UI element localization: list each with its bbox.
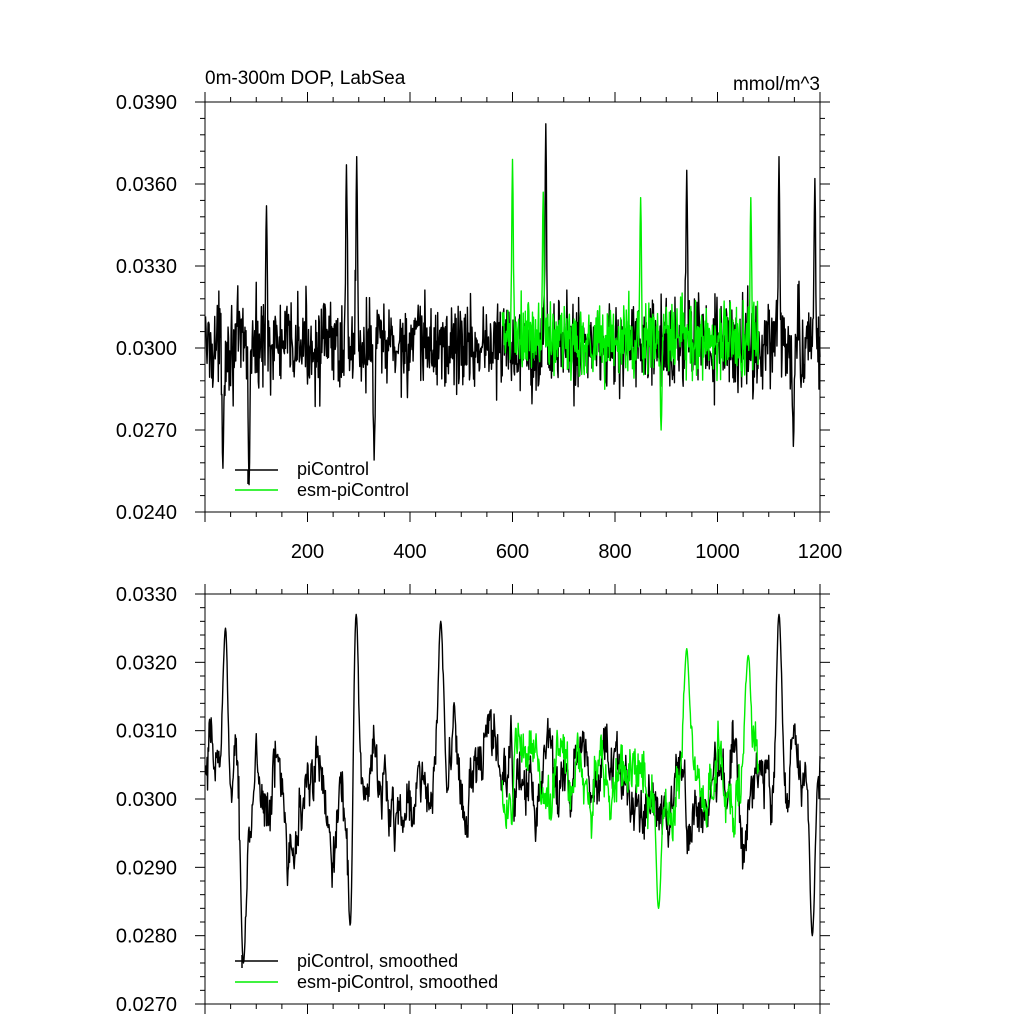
- y-tick-label: 0.0270: [116, 994, 177, 1016]
- x-tick-label: 400: [393, 541, 426, 563]
- x-tick-label: 1200: [798, 541, 843, 563]
- bottom-axis-ticks: [195, 584, 830, 1014]
- bottom-panel: 0.0330 0.0320 0.0310 0.0300 0.0290 0.0280 0.02…: [116, 584, 830, 1016]
- y-tick-label: 0.0390: [116, 92, 177, 114]
- top-y-axis: 0.0390 0.0360 0.0330 0.0300 0.0270 0.0240: [116, 92, 177, 524]
- top-axis-ticks: [195, 92, 830, 522]
- bottom-plot-area: [204, 613, 821, 964]
- y-tick-label: 0.0330: [116, 584, 177, 606]
- series-line-esm-picontrol: [501, 158, 760, 431]
- legend-label-picontrol: piControl: [297, 459, 369, 479]
- top-plot-area: [204, 123, 821, 486]
- x-tick-label: 600: [496, 541, 529, 563]
- bottom-y-axis: 0.0330 0.0320 0.0310 0.0300 0.0290 0.0280 0.02…: [116, 584, 177, 1016]
- top-panel-title: 0m-300m DOP, LabSea: [205, 68, 406, 89]
- legend-label-esm-picontrol: esm-piControl: [297, 480, 409, 500]
- y-tick-label: 0.0240: [116, 502, 177, 524]
- y-tick-label: 0.0320: [116, 652, 177, 674]
- y-tick-label: 0.0300: [116, 338, 177, 360]
- legend-label-esm-picontrol-smoothed: esm-piControl, smoothed: [297, 972, 498, 992]
- top-panel: 0m-300m DOP, LabSea mmol/m^3 0.0390 0.036…: [116, 68, 842, 563]
- legend-label-picontrol-smoothed: piControl, smoothed: [297, 951, 458, 971]
- top-x-axis: 200 400 600 800 1000 1200: [291, 541, 842, 563]
- series-line-esm-picontrol-smoothed: [501, 647, 760, 910]
- bottom-legend: piControl, smoothed esm-piControl, smoot…: [235, 951, 498, 992]
- y-tick-label: 0.0330: [116, 256, 177, 278]
- y-tick-label: 0.0270: [116, 420, 177, 442]
- x-tick-label: 200: [291, 541, 324, 563]
- y-tick-label: 0.0290: [116, 857, 177, 879]
- top-legend: piControl esm-piControl: [235, 459, 409, 500]
- y-tick-label: 0.0360: [116, 174, 177, 196]
- y-tick-label: 0.0310: [116, 721, 177, 743]
- x-tick-label: 1000: [695, 541, 740, 563]
- x-tick-label: 800: [598, 541, 631, 563]
- y-tick-label: 0.0300: [116, 789, 177, 811]
- top-panel-units: mmol/m^3: [733, 74, 820, 95]
- y-tick-label: 0.0280: [116, 926, 177, 948]
